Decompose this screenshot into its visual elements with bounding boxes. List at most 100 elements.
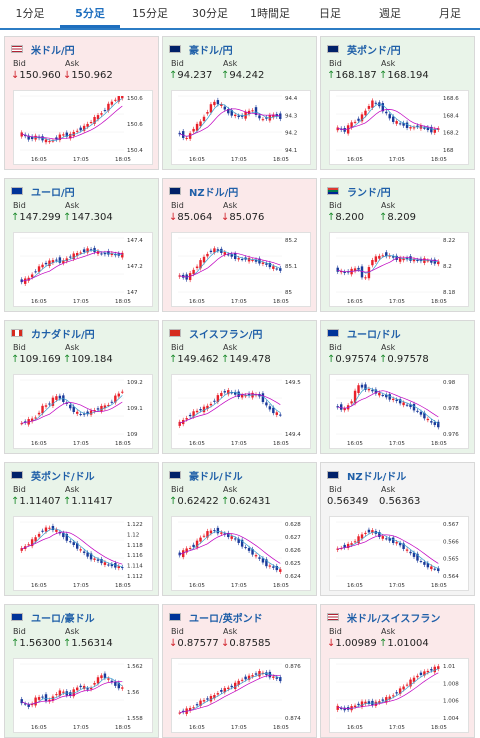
candle [192,128,195,132]
currency-card[interactable]: NZドル/円 Bid Ask ↓85.064 ↓85.076 85.2 85.1 8… [162,178,317,312]
price-chart[interactable]: 147.4 147.2 147 16:05 17:05 18:05 [13,232,153,307]
pair-name[interactable]: スイスフラン/円 [189,329,263,341]
candle [202,116,206,121]
candle [89,122,93,124]
pair-name[interactable]: 米ドル/円 [31,45,75,57]
currency-card[interactable]: スイスフラン/円 Bid Ask ↑149.462 ↑149.478 149.5… [162,320,317,454]
currency-card[interactable]: 英ポンド/ドル Bid Ask ↑1.11407 ↑1.11417 1.122 1… [4,462,159,596]
pair-name[interactable]: 豪ドル/ドル [189,471,243,483]
candle [199,121,202,127]
pair-name[interactable]: ユーロ/ドル [347,329,401,341]
currency-card[interactable]: ユーロ/英ポンド Bid Ask ↓0.87577 ↓0.87585 0.876… [162,604,317,738]
candle [69,692,72,696]
pair-name[interactable]: 豪ドル/円 [189,45,233,57]
currency-card[interactable]: 米ドル/スイスフラン Bid Ask ↓1.00989 ↑1.01004 1.0… [320,604,475,738]
candle [412,677,416,682]
pair-name[interactable]: NZドル/ドル [347,471,407,483]
price-chart[interactable]: 1.01 1.008 1.006 1.004 16:05 17:05 18:05 [329,658,469,733]
price-chart[interactable]: 0.98 0.978 0.976 16:05 17:05 18:05 [329,374,469,449]
card-header: ユーロ/円 [11,184,75,199]
candle [188,414,192,417]
candle [244,547,247,549]
candle [419,561,423,563]
currency-card[interactable]: 豪ドル/ドル Bid Ask ↑0.62422 ↑0.62431 0.628 0.… [162,462,317,596]
price-chart[interactable]: 150.6 150.6 150.4 16:05 17:05 18:05 [13,90,153,165]
pair-name[interactable]: ランド/円 [347,187,391,199]
ask-arrow-icon: ↑ [379,354,388,365]
candle [437,128,440,130]
candle [261,119,265,121]
price-chart[interactable]: 109.2 109.1 109 16:05 17:05 18:05 [13,374,153,449]
tab-3[interactable]: 30分足 [192,7,228,20]
candle [220,392,223,397]
price-chart[interactable]: 0.628 0.627 0.626 0.625 0.624 16:05 17:05 18:05 [171,516,311,591]
price-chart[interactable]: 0.876 0.874 16:05 17:05 18:05 [171,658,311,733]
price-chart[interactable]: 0.567 0.566 0.565 0.564 16:05 17:05 18:05 [329,516,469,591]
candle [343,544,346,548]
candle [402,402,405,406]
ask-label: Ask [65,485,80,494]
candle [430,259,433,263]
tab-5[interactable]: 日足 [319,7,341,20]
currency-card[interactable]: カナダドル/円 Bid Ask ↑109.169 ↑109.184 109.2 1… [4,320,159,454]
currency-card[interactable]: NZドル/ドル Bid Ask 0.56349 0.56363 0.567 0.5… [320,462,475,596]
price-chart[interactable]: 94.4 94.3 94.2 94.1 16:05 17:05 18:05 [171,90,311,165]
pair-name[interactable]: ユーロ/英ポンド [189,613,263,625]
y-tick-label: 149.5 [285,380,301,386]
pair-name[interactable]: 英ポンド/ドル [31,471,95,483]
tab-4[interactable]: 1時間足 [250,7,290,20]
pair-name[interactable]: NZドル/円 [189,187,239,199]
candle [275,677,279,679]
candle [416,675,419,678]
price-chart[interactable]: 168.6 168.4 168.2 168 16:05 17:05 18:05 [329,90,469,165]
tab-1[interactable]: 5分足 [60,0,120,28]
price-chart[interactable]: 8.22 8.2 8.18 16:05 17:05 18:05 [329,232,469,307]
pair-name[interactable]: 英ポンド/円 [347,45,401,57]
currency-card[interactable]: 英ポンド/円 Bid Ask ↑168.187 ↑168.194 168.6 16… [320,36,475,170]
ma-short-line [337,531,439,569]
bid-value: ↑147.299 [11,212,61,223]
tab-7[interactable]: 月足 [439,7,461,20]
y-tick-label: 8.18 [443,290,456,296]
candle [192,411,195,417]
bid-value: ↑149.462 [169,354,219,365]
candle [265,263,268,265]
candle [20,279,23,283]
pair-name[interactable]: ユーロ/円 [31,187,75,199]
ask-value: ↓150.962 [63,70,113,81]
card-header: ユーロ/豪ドル [11,610,95,625]
price-chart[interactable]: 85.2 85.1 85 16:05 17:05 18:05 [171,232,311,307]
x-tick-label: 16:05 [31,583,47,589]
candle [336,705,339,710]
candle [405,404,409,406]
candle [114,254,117,256]
currency-card[interactable]: ユーロ/円 Bid Ask ↑147.299 ↑147.304 147.4 147… [4,178,159,312]
candle [426,563,430,568]
tab-0[interactable]: 1分足 [15,7,45,20]
bid-arrow-icon: ↑ [11,354,20,365]
tab-6[interactable]: 週足 [379,7,401,20]
currency-card[interactable]: ユーロ/豪ドル Bid Ask ↑1.56300 ↑1.56314 1.562 1… [4,604,159,738]
price-chart[interactable]: 1.562 1.56 1.558 16:05 17:05 18:05 [13,658,153,733]
candlestick-chart: 150.6 150.6 150.4 16:05 17:05 18:05 [20,95,143,163]
candle [227,687,230,690]
currency-card[interactable]: 米ドル/円 Bid Ask ↓150.960 ↓150.962 150.6 150… [4,36,159,170]
currency-card[interactable]: ランド/円 Bid Ask ↑8.200 ↑8.209 8.22 8.2 8.18 1… [320,178,475,312]
tab-2[interactable]: 15分足 [132,7,168,20]
pair-name[interactable]: 米ドル/スイスフラン [347,613,441,625]
candle [62,260,65,264]
price-chart[interactable]: 1.122 1.12 1.118 1.116 1.114 1.112 16:05 17:05 1… [13,516,153,591]
pair-name[interactable]: カナダドル/円 [31,329,95,341]
candle [41,405,44,414]
flag-icon [327,613,339,621]
currency-card[interactable]: 豪ドル/円 Bid Ask ↑94.237 ↑94.242 94.4 94.3 94… [162,36,317,170]
pair-name[interactable]: ユーロ/豪ドル [31,613,95,625]
price-chart[interactable]: 149.5 149.4 16:05 17:05 18:05 [171,374,311,449]
ma-short-line [21,677,123,705]
card-header: ユーロ/英ポンド [169,610,263,625]
currency-card[interactable]: ユーロ/ドル Bid Ask ↑0.97574 ↑0.97578 0.98 0.9… [320,320,475,454]
candlestick-chart: 0.876 0.874 16:05 17:05 18:05 [178,663,301,731]
candle [405,684,409,686]
candle [433,568,437,570]
candle [371,100,374,108]
